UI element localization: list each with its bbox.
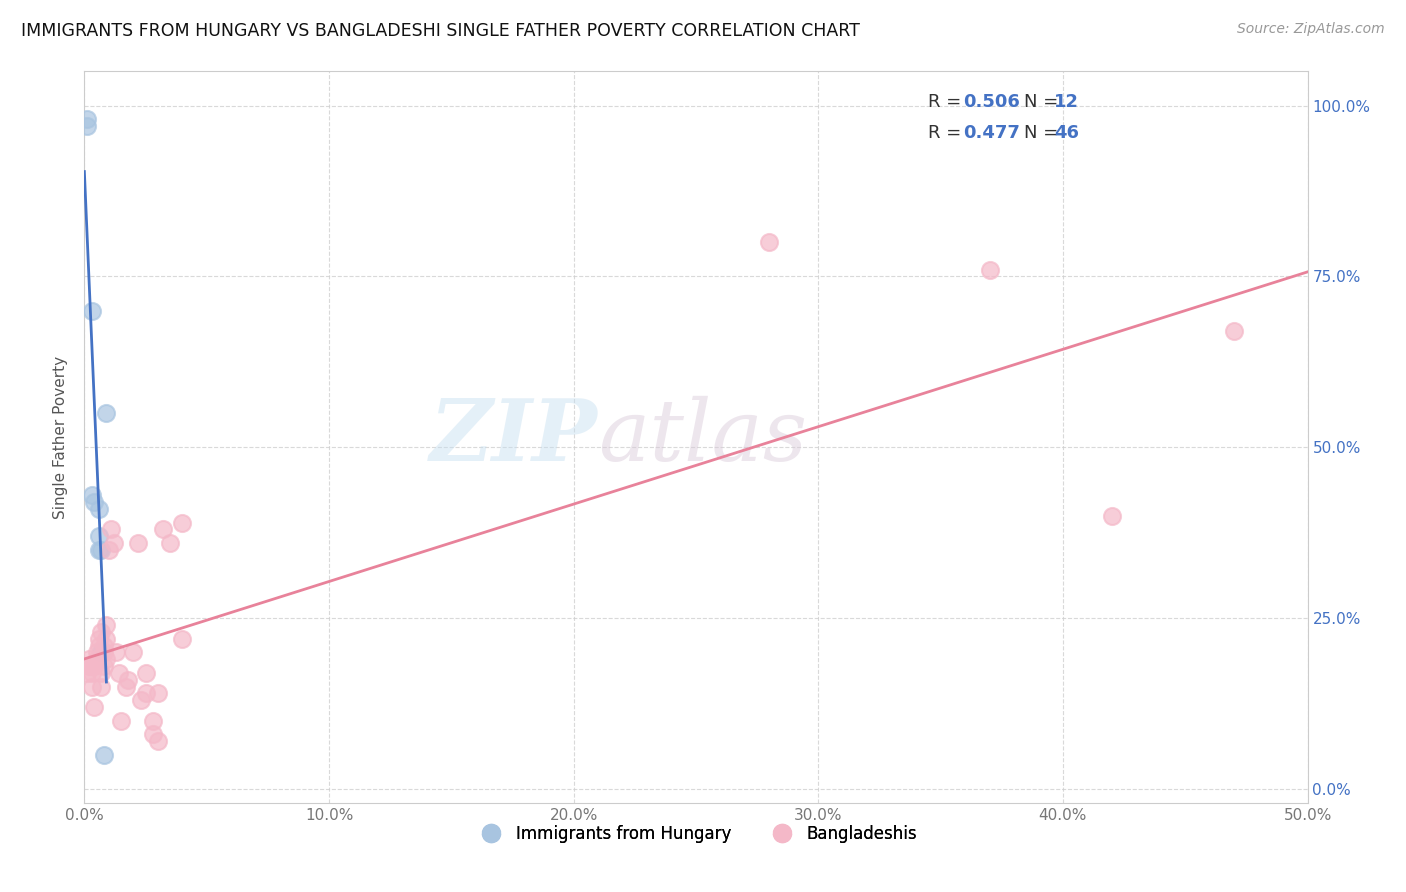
Point — [90, 542, 112, 557]
Point — [142, 714, 165, 728]
Text: 0.477: 0.477 — [963, 124, 1019, 142]
Point — [159, 536, 181, 550]
Point — [1223, 324, 1246, 338]
Point — [107, 665, 129, 680]
Point — [172, 632, 194, 646]
Point — [80, 488, 103, 502]
Point — [90, 665, 112, 680]
Point — [100, 522, 122, 536]
Point — [87, 542, 110, 557]
Point — [129, 693, 152, 707]
Legend: Immigrants from Hungary, Bangladeshis: Immigrants from Hungary, Bangladeshis — [468, 818, 924, 849]
Text: 46: 46 — [1054, 124, 1080, 142]
Point — [77, 659, 100, 673]
Point — [93, 659, 115, 673]
Point — [1101, 508, 1123, 523]
Point — [758, 235, 780, 250]
Point — [172, 516, 194, 530]
Point — [76, 119, 98, 133]
Text: R =: R = — [928, 93, 967, 112]
Point — [146, 734, 169, 748]
Point — [87, 639, 110, 653]
Point — [83, 659, 105, 673]
Text: 0.506: 0.506 — [963, 93, 1019, 112]
Point — [127, 536, 149, 550]
Point — [86, 652, 108, 666]
Point — [105, 645, 128, 659]
Point — [87, 529, 110, 543]
Point — [80, 665, 103, 680]
Point — [97, 542, 120, 557]
Point — [90, 624, 112, 639]
Point — [83, 495, 105, 509]
Point — [96, 652, 118, 666]
Point — [96, 632, 118, 646]
Point — [80, 659, 103, 673]
Point — [80, 680, 103, 694]
Text: 12: 12 — [1054, 93, 1080, 112]
Point — [86, 645, 108, 659]
Point — [979, 262, 1001, 277]
Point — [115, 680, 138, 694]
Point — [152, 522, 174, 536]
Point — [96, 618, 118, 632]
Point — [87, 501, 110, 516]
Point — [135, 686, 157, 700]
Text: IMMIGRANTS FROM HUNGARY VS BANGLADESHI SINGLE FATHER POVERTY CORRELATION CHART: IMMIGRANTS FROM HUNGARY VS BANGLADESHI S… — [21, 22, 860, 40]
Point — [77, 652, 100, 666]
Text: N =: N = — [1024, 93, 1064, 112]
Point — [96, 406, 118, 420]
Point — [103, 536, 125, 550]
Point — [93, 747, 115, 762]
Point — [76, 665, 98, 680]
Point — [83, 700, 105, 714]
Point — [80, 303, 103, 318]
Point — [93, 639, 115, 653]
Y-axis label: Single Father Poverty: Single Father Poverty — [53, 356, 69, 518]
Point — [93, 645, 115, 659]
Text: ZIP: ZIP — [430, 395, 598, 479]
Point — [142, 727, 165, 741]
Point — [110, 714, 132, 728]
Point — [76, 112, 98, 127]
Text: atlas: atlas — [598, 396, 807, 478]
Text: R =: R = — [928, 124, 967, 142]
Text: Source: ZipAtlas.com: Source: ZipAtlas.com — [1237, 22, 1385, 37]
Point — [146, 686, 169, 700]
Point — [87, 632, 110, 646]
Point — [122, 645, 145, 659]
Text: N =: N = — [1024, 124, 1064, 142]
Point — [117, 673, 139, 687]
Point — [90, 680, 112, 694]
Point — [90, 645, 112, 659]
Point — [135, 665, 157, 680]
